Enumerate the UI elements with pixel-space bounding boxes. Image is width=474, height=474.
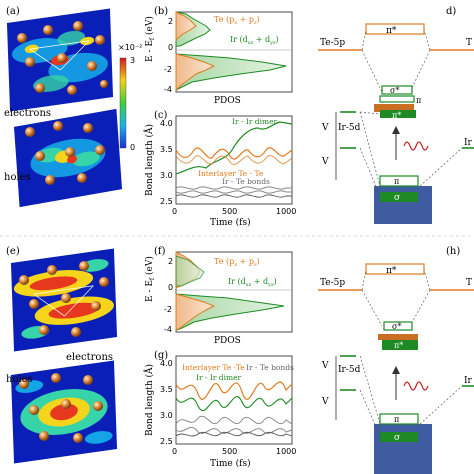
bond-plot-top: [175, 115, 293, 205]
panel-label-g: (g): [154, 350, 168, 361]
bond-legend-irte-top: Ir - Te bonds: [222, 177, 270, 186]
v-label-bottom-1: V: [321, 361, 329, 371]
bond-xtick-top-500: 500: [222, 207, 237, 216]
atoms-top-electrons: [17, 21, 108, 95]
panel-label-h: (h): [446, 246, 460, 257]
bond-xtick-bot-500: 500: [222, 447, 237, 456]
pdos-ytick-neg2-b: -2: [164, 305, 172, 314]
pdos-ytick-2: 2: [168, 17, 173, 26]
level-diagram-top: [318, 23, 474, 224]
bond-xtick-top-1000: 1000: [276, 207, 296, 216]
panel-label-c: (c): [154, 110, 168, 121]
panel-label-e: (e): [6, 246, 20, 257]
pdos-ytick-0: 0: [168, 43, 173, 52]
atoms-top-holes: [25, 121, 105, 185]
bond-ytick-bot-1: 3.5: [160, 385, 173, 394]
t-label-right-bottom: T: [466, 278, 472, 288]
pdos-ytick-neg4-b: -4: [164, 325, 172, 334]
level-pi-upper-top: π: [416, 96, 421, 105]
colorbar-top-value: 3: [130, 56, 135, 65]
ir5d-label-top: Ir-5d: [338, 123, 361, 133]
pdos-ylabel-top: E - Ef (eV): [144, 16, 156, 62]
holes-label-top: holes: [4, 172, 31, 183]
level-sigma-bottom: σ: [394, 433, 400, 443]
pdos-plot-bottom: [175, 251, 293, 333]
colorbar-top: [119, 57, 127, 149]
pdos-ytick-0-b: 0: [168, 283, 173, 292]
v-label-top-2: V: [321, 157, 329, 167]
hole-density-map-top: [13, 108, 123, 208]
panel-label-f: (f): [154, 246, 166, 257]
bond-legend-tete-top: Interlayer Te - Te: [198, 169, 264, 178]
level-pistar-top: π*: [386, 26, 397, 36]
bond-xlabel-top: Time (fs): [210, 217, 251, 228]
bond-legend-irte-bottom: Ir - Te bonds: [246, 363, 294, 372]
electrons-label-bottom: electrons: [66, 352, 113, 363]
level-pi-lower-top: π: [394, 177, 399, 186]
te5p-label-top: Te-5p: [320, 38, 345, 48]
pdos-xlabel-bottom: PDOS: [214, 336, 241, 346]
panel-label-b: (b): [154, 6, 168, 17]
atoms-bottom-electrons: [19, 261, 109, 337]
level-sigmastar-top: σ*: [390, 86, 399, 95]
pdos-te-label: Te (px + pz): [214, 15, 260, 26]
te5p-label-bottom: Te-5p: [320, 278, 345, 288]
holes-label-bottom: holes: [6, 374, 33, 385]
bond-xtick-top-0: 0: [172, 207, 177, 216]
colorbar-scale-label: ×10⁻²: [118, 43, 142, 52]
level-diagram-bottom: [318, 263, 474, 474]
pdos-ytick-2-b: 2: [168, 257, 173, 266]
pdos-ytick-neg2: -2: [164, 65, 172, 74]
ir-label-right-bottom: Ir: [464, 376, 473, 386]
bond-ytick-bot-0: 4.0: [160, 359, 173, 368]
panel-label-d: d): [446, 6, 456, 17]
ir5d-label-bottom: Ir-5d: [338, 365, 361, 375]
ir-label-right-top: Ir: [464, 138, 473, 148]
atoms-bottom-holes: [19, 373, 103, 443]
bond-ytick-bot-2: 3.0: [160, 411, 173, 420]
v-label-top-1: V: [321, 123, 329, 133]
level-pistar-filled-bottom: π*: [394, 341, 403, 350]
bond-ylabel-top: Bond length (Å): [143, 124, 155, 196]
bond-xtick-bot-1000: 1000: [276, 447, 296, 456]
bond-legend-tete-bottom: Interlayer Te -Te: [182, 363, 245, 372]
pdos-te-label-b: Te (px + pz): [214, 257, 260, 268]
panel-label-a: (a): [6, 6, 20, 17]
bond-ytick-bot-3: 2.5: [160, 437, 173, 446]
bond-legend-irir-top: Ir - Ir dimer: [232, 117, 278, 126]
bond-ytick-top-3: 2.5: [160, 197, 173, 206]
v-label-bottom-2: V: [321, 397, 329, 407]
electrons-label-top: electrons: [4, 108, 51, 119]
level-pistar-filled-top: π*: [392, 111, 401, 120]
pdos-plot-top: [175, 11, 293, 93]
pdos-ylabel-bottom: E - Ef (eV): [144, 256, 156, 302]
bond-xlabel-bottom: Time (fs): [210, 458, 251, 469]
bond-ylabel-bottom: Bond length (Å): [143, 364, 155, 436]
t-label-right-top: T: [466, 38, 472, 48]
level-pistar-bottom: π*: [386, 266, 397, 276]
bond-plot-bottom: [175, 355, 293, 445]
level-pi-bottom: π: [394, 415, 399, 424]
level-sigmastar-bottom: σ*: [392, 322, 401, 331]
bond-ytick-top-1: 3.5: [160, 145, 173, 154]
colorbar-bottom-value: 0: [130, 143, 135, 152]
pdos-xlabel-top: PDOS: [214, 96, 241, 106]
pdos-ir-label-b: Ir (dxz + dyz): [228, 277, 277, 288]
bond-xtick-bot-0: 0: [172, 447, 177, 456]
pdos-ir-label: Ir (dxz + dyz): [230, 35, 279, 46]
pdos-ytick-neg4: -4: [164, 85, 172, 94]
bond-ytick-top-2: 3.0: [160, 171, 173, 180]
bond-ytick-top-0: 4.0: [160, 119, 173, 128]
level-sigma-top: σ: [394, 193, 400, 203]
bond-legend-irir-bottom: Ir - Ir dimer: [196, 373, 242, 382]
